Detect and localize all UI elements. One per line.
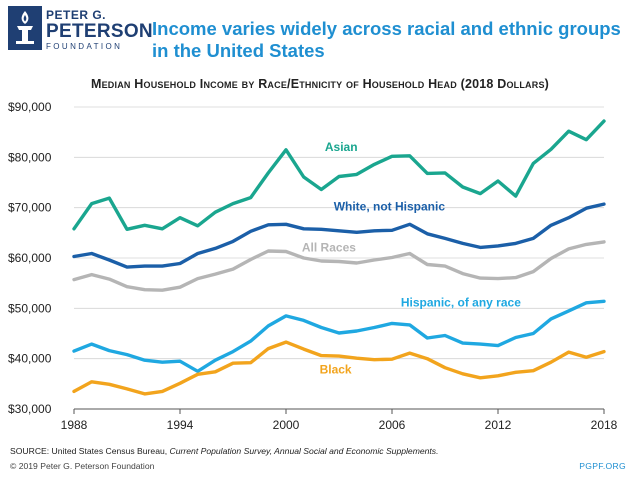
source-note: SOURCE: United States Census Bureau, Cur…: [10, 446, 439, 456]
series-label-hispanic-of-any-race: Hispanic, of any race: [401, 295, 521, 309]
series-labels: Asian White, not Hispanic All Races Hispani…: [302, 140, 521, 376]
series-label-black: Black: [320, 362, 352, 376]
pgpf-logo: PETER G. PETERSON FOUNDATION: [8, 6, 153, 60]
x-tick-label: 2006: [379, 418, 406, 432]
torch-icon: [8, 6, 42, 50]
logo-line2: PETERSON: [46, 21, 153, 42]
series-label-all-races: All Races: [302, 240, 356, 254]
logo-line1: PETER G.: [46, 8, 107, 22]
copyright: © 2019 Peter G. Peterson Foundation: [10, 461, 155, 471]
x-tick-label: 2012: [485, 418, 512, 432]
y-tick-label: $70,000: [8, 201, 52, 215]
y-axis-ticks: $30,000 $40,000 $50,000 $60,000 $70,000 $80,0…: [8, 100, 52, 416]
series-line-hispanic-of-any-race: [72, 299, 606, 373]
page-title: Income varies widely across racial and e…: [152, 18, 621, 61]
series-label-asian: Asian: [325, 140, 358, 154]
series-line-asian: [72, 119, 606, 232]
y-tick-label: $40,000: [8, 352, 52, 366]
x-tick-label: 1988: [61, 418, 88, 432]
y-tick-label: $90,000: [8, 100, 52, 114]
logo-line3: FOUNDATION: [46, 42, 123, 51]
x-tick-label: 1994: [167, 418, 194, 432]
series-line-black: [72, 340, 606, 396]
line-chart: $30,000 $40,000 $50,000 $60,000 $70,000 $80,0…: [8, 100, 618, 432]
site-link[interactable]: PGPF.ORG: [579, 461, 626, 471]
y-tick-label: $50,000: [8, 301, 52, 315]
x-tick-label: 2018: [591, 418, 618, 432]
source-title: Current Population Survey, Annual Social…: [169, 446, 439, 456]
series-label-white-not-hispanic: White, not Hispanic: [334, 200, 446, 214]
source-label: SOURCE: United States Census Bureau,: [10, 446, 168, 456]
series-line-white-not-hispanic: [72, 202, 606, 269]
series-lines: [72, 119, 606, 396]
x-tick-label: 2000: [273, 418, 300, 432]
logo-wordmark: PETER G. PETERSON FOUNDATION: [46, 9, 153, 51]
x-axis-ticks: 1988 1994 2000 2006 2012 2018: [61, 409, 618, 432]
grid-lines: [74, 106, 604, 410]
y-tick-label: $60,000: [8, 251, 52, 265]
series-line-all-races: [72, 240, 606, 292]
y-tick-label: $30,000: [8, 402, 52, 416]
y-tick-label: $80,000: [8, 150, 52, 164]
chart-title: Median Household Income by Race/Ethnicit…: [90, 77, 550, 91]
